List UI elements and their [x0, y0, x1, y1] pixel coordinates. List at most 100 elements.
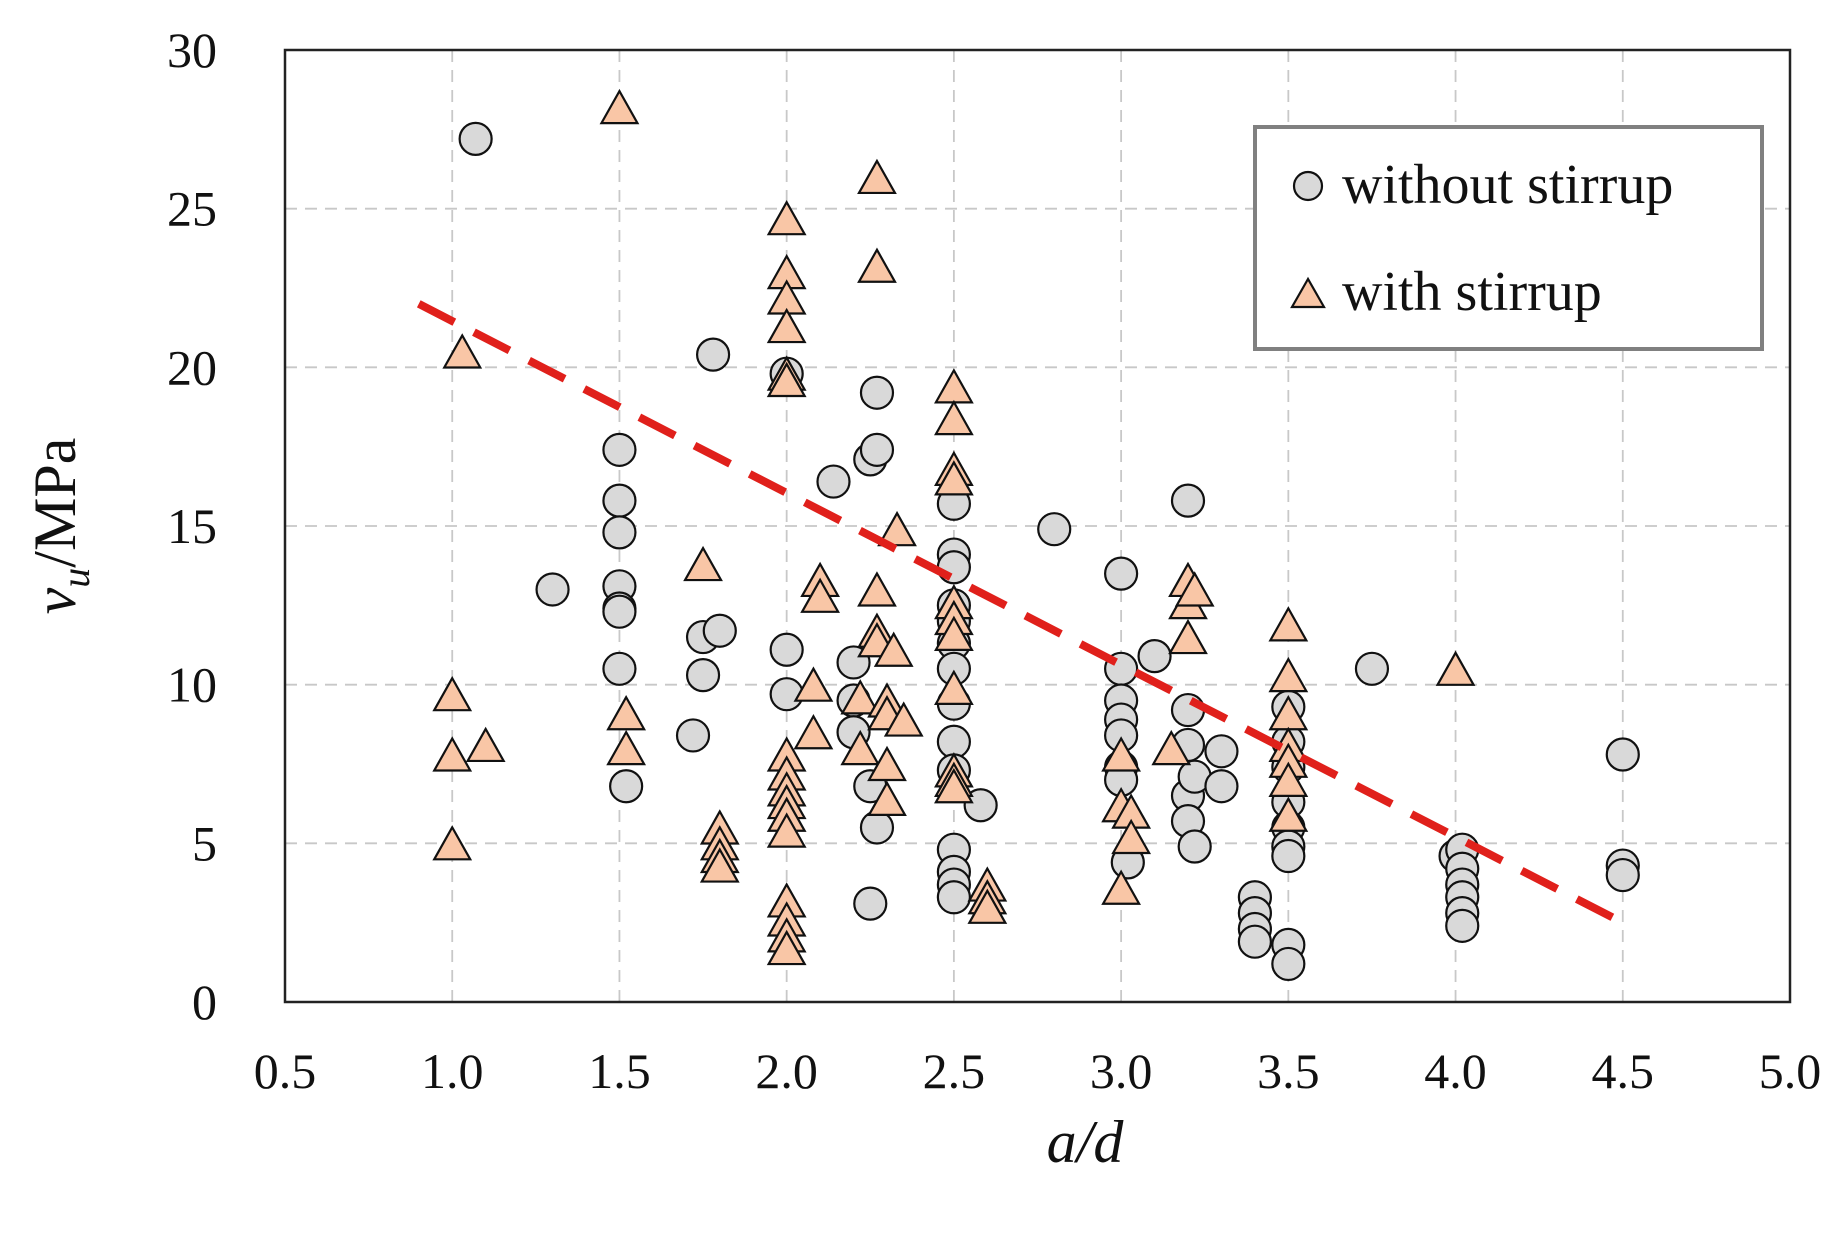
point-with-stirrup — [442, 333, 483, 369]
point-without-stirrup — [535, 572, 570, 607]
point-with-stirrup — [793, 666, 834, 702]
point-with-stirrup — [606, 694, 647, 731]
point-with-stirrup — [873, 631, 914, 667]
x-tick-label: 3.5 — [1257, 1043, 1320, 1099]
y-tick-label: 20 — [167, 339, 217, 395]
point-with-stirrup — [967, 888, 1008, 924]
point-without-stirrup — [1170, 483, 1206, 518]
point-with-stirrup — [465, 726, 506, 763]
point-without-stirrup — [1605, 737, 1640, 772]
point-with-stirrup — [1268, 761, 1309, 797]
point-with-stirrup — [1151, 729, 1192, 766]
y-axis-ticks: 0 5 10 15 20 25 30 — [167, 22, 217, 1030]
point-without-stirrup — [1237, 924, 1272, 959]
y-tick-label: 25 — [167, 181, 217, 237]
point-with-stirrup — [699, 847, 740, 883]
point-without-stirrup — [458, 121, 493, 156]
point-with-stirrup — [934, 669, 974, 705]
x-tick-label: 3.0 — [1090, 1043, 1153, 1099]
point-without-stirrup — [1204, 734, 1239, 769]
point-with-stirrup — [934, 767, 974, 804]
point-with-stirrup — [1268, 656, 1309, 693]
legend: without stirrup with stirrup — [1253, 125, 1764, 351]
point-without-stirrup — [859, 432, 895, 467]
x-tick-label: 4.5 — [1592, 1043, 1655, 1099]
point-without-stirrup — [963, 788, 998, 823]
point-with-stirrup — [867, 780, 907, 817]
point-with-stirrup — [1101, 736, 1141, 772]
legend-frame — [1253, 125, 1764, 351]
point-without-stirrup — [702, 613, 737, 648]
point-with-stirrup — [883, 701, 924, 737]
point-without-stirrup — [1137, 639, 1172, 674]
x-tick-label: 2.5 — [923, 1043, 986, 1099]
point-with-stirrup — [934, 615, 974, 651]
point-without-stirrup — [853, 886, 888, 921]
legend-circle-icon — [1292, 170, 1324, 202]
y-tick-label: 10 — [167, 657, 217, 713]
point-with-stirrup — [840, 679, 881, 715]
point-without-stirrup — [936, 880, 971, 915]
point-without-stirrup — [602, 594, 637, 629]
x-tick-label: 2.0 — [755, 1043, 818, 1099]
point-with-stirrup — [934, 368, 974, 404]
point-with-stirrup — [606, 729, 647, 766]
legend-triangle-icon — [1290, 276, 1326, 309]
point-with-stirrup — [1435, 650, 1476, 686]
point-without-stirrup — [609, 769, 644, 804]
point-with-stirrup — [1268, 796, 1309, 832]
point-with-stirrup — [683, 545, 723, 582]
svg-text:vu/MPa: vu/MPa — [22, 438, 98, 615]
x-tick-label: 4.0 — [1424, 1043, 1487, 1099]
point-with-stirrup — [766, 812, 807, 848]
point-with-stirrup — [793, 714, 834, 750]
point-without-stirrup — [1037, 512, 1072, 547]
point-without-stirrup — [1271, 838, 1306, 874]
point-without-stirrup — [1445, 908, 1480, 943]
point-without-stirrup — [859, 375, 895, 410]
data-markers — [432, 88, 1640, 982]
point-without-stirrup — [602, 515, 637, 550]
point-with-stirrup — [1174, 571, 1215, 607]
point-with-stirrup — [766, 361, 807, 398]
legend-label-with-stirrup: with stirrup — [1342, 261, 1602, 323]
point-without-stirrup — [1104, 556, 1139, 591]
point-without-stirrup — [816, 464, 851, 499]
point-with-stirrup — [1268, 606, 1309, 642]
point-with-stirrup — [766, 929, 807, 966]
point-without-stirrup — [1177, 829, 1212, 864]
point-with-stirrup — [934, 460, 974, 496]
point-with-stirrup — [432, 736, 473, 772]
point-without-stirrup — [769, 632, 804, 667]
point-without-stirrup — [1354, 651, 1390, 686]
x-tick-label: 1.0 — [421, 1043, 484, 1099]
point-with-stirrup — [800, 577, 840, 613]
x-axis-ticks: 0.5 1.0 1.5 2.0 2.5 3.0 3.5 4.0 4.5 5.0 — [254, 1043, 1822, 1099]
y-axis-title-unit: /MPa — [22, 438, 88, 568]
legend-label-without-stirrup: without stirrup — [1342, 154, 1673, 216]
point-without-stirrup — [859, 810, 895, 845]
point-with-stirrup — [867, 745, 907, 782]
point-with-stirrup — [1168, 618, 1208, 655]
point-with-stirrup — [857, 158, 897, 195]
point-without-stirrup — [685, 658, 721, 693]
x-tick-label: 5.0 — [1759, 1043, 1822, 1099]
x-tick-label: 1.5 — [588, 1043, 651, 1099]
point-without-stirrup — [1605, 857, 1640, 893]
point-with-stirrup — [1111, 818, 1152, 855]
y-tick-label: 0 — [192, 974, 217, 1030]
y-tick-label: 15 — [167, 498, 217, 554]
point-without-stirrup — [936, 550, 971, 585]
point-without-stirrup — [1271, 946, 1306, 982]
x-axis-title: a/d — [1047, 1109, 1125, 1175]
plot-area-frame — [283, 48, 1792, 1004]
y-axis-title: vu/MPa — [22, 438, 98, 615]
trend-line — [416, 300, 1625, 927]
point-with-stirrup — [599, 88, 640, 125]
point-with-stirrup — [1101, 869, 1141, 905]
point-with-stirrup — [432, 675, 473, 712]
point-without-stirrup — [1170, 692, 1206, 728]
y-axis-title-symbol: v — [22, 587, 88, 614]
point-without-stirrup — [1204, 769, 1239, 804]
